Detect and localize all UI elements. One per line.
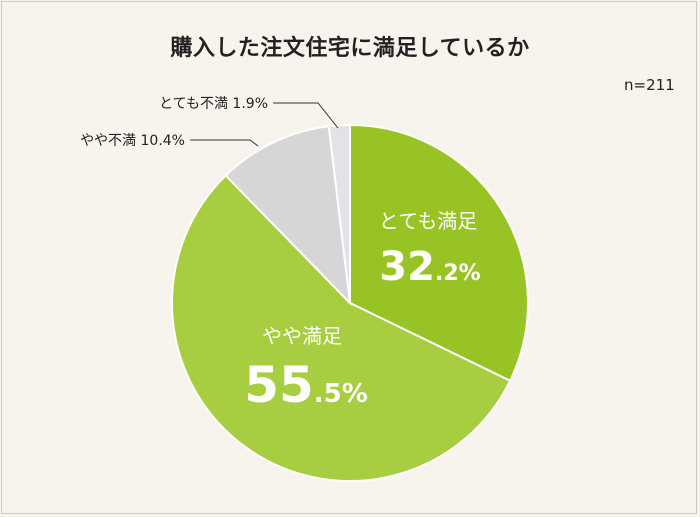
- pie-slice-very-satisfied: [349, 123, 529, 383]
- slice-label-somewhat-satisfied: やや満足: [262, 324, 342, 348]
- pie-slice-very-dissatisfied: [327, 123, 351, 304]
- leader-line-very-dissatisfied: [273, 102, 339, 129]
- slice-label-very-dissatisfied: とても不満 1.9%: [159, 96, 268, 112]
- sample-size-label: n=211: [624, 76, 675, 94]
- slice-label-very-satisfied: とても満足: [379, 209, 477, 233]
- slice-value-somewhat-satisfied: 55.5%: [244, 356, 368, 414]
- leader-line-somewhat-dissatisfied: [190, 139, 259, 147]
- slice-value-very-satisfied: 32.2%: [379, 244, 480, 290]
- pie-slice-somewhat-dissatisfied: [224, 125, 352, 306]
- slice-label-somewhat-dissatisfied: やや不満 10.4%: [80, 133, 185, 149]
- pie-slice-somewhat-satisfied: [171, 174, 512, 482]
- chart-title: 購入した注文住宅に満足しているか: [170, 36, 530, 61]
